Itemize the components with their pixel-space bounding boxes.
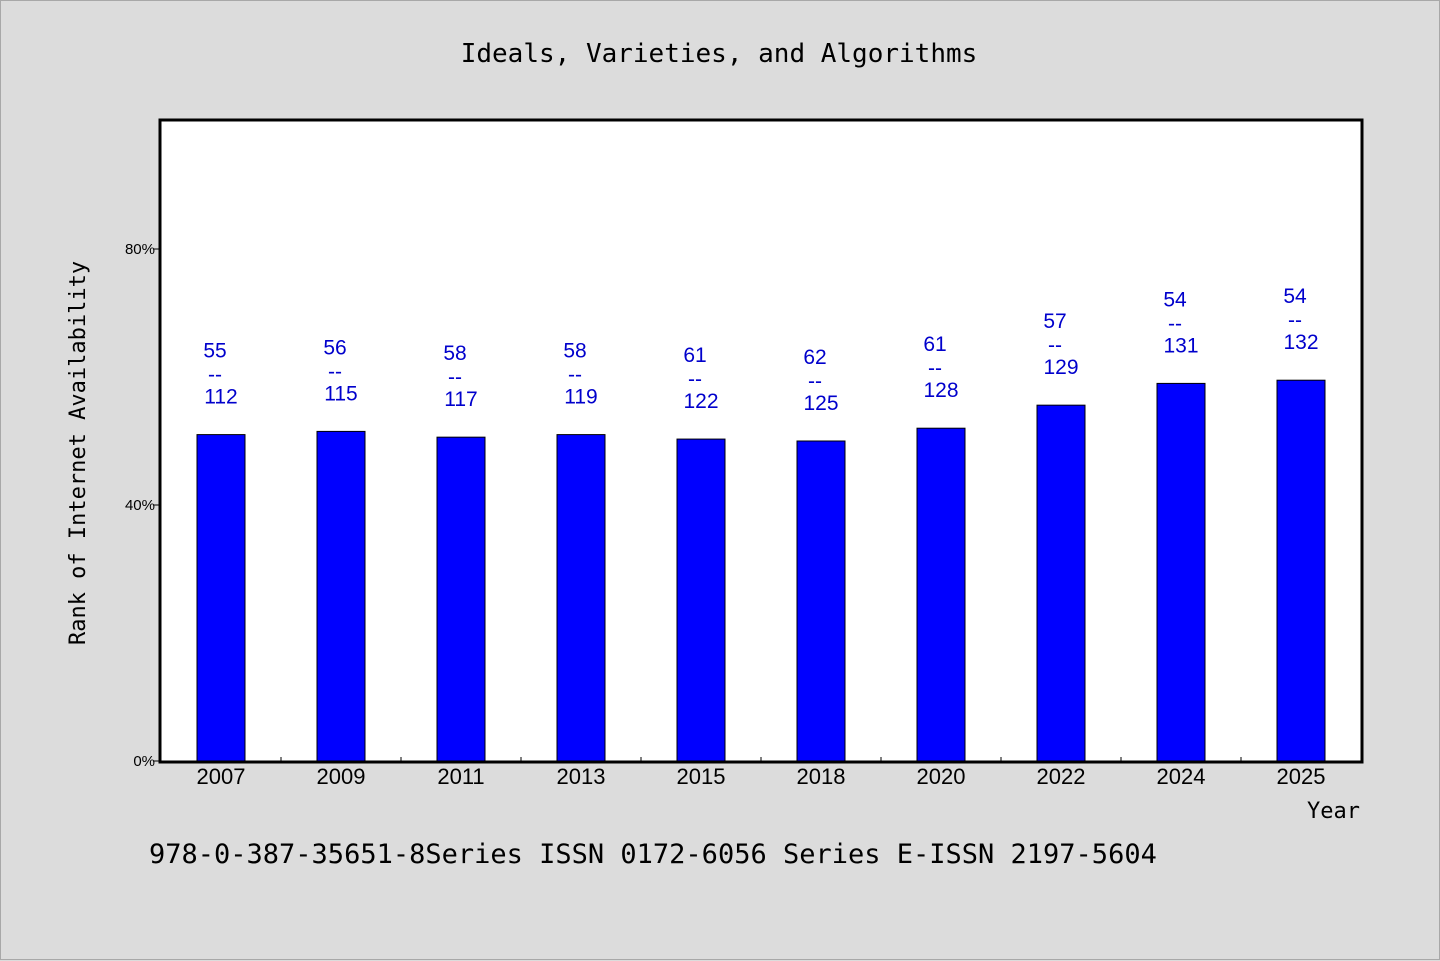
y-tick-label: 80% <box>125 241 155 258</box>
y-axis-title: Rank of Internet Availability <box>66 261 91 645</box>
data-label-separator: -- <box>808 370 822 393</box>
bar-2018 <box>796 440 846 762</box>
data-label-separator: -- <box>448 366 462 389</box>
data-labels-layer: 55--11256--11558--11758--11961--12262--1… <box>203 285 1318 415</box>
bar-2015 <box>676 438 726 762</box>
bars-layer <box>196 379 1326 762</box>
x-axis: 2007 2009 2011 2013 2015 2018 2020 2022 2024 2025 <box>197 757 1326 789</box>
x-tick-label: 2013 <box>557 764 606 789</box>
data-label-separator: -- <box>1288 309 1302 332</box>
data-label-bottom: 129 <box>1043 356 1078 379</box>
data-label-top: 61 <box>923 333 946 356</box>
y-tick-label: 0% <box>133 753 155 770</box>
data-label-bottom: 112 <box>204 386 237 409</box>
bar-2025 <box>1276 379 1326 762</box>
data-label-bottom: 132 <box>1283 331 1318 354</box>
data-label-bottom: 125 <box>803 392 838 415</box>
data-label-bottom: 117 <box>444 388 477 411</box>
bar-2022 <box>1036 404 1086 762</box>
data-label-top: 54 <box>1283 285 1307 308</box>
x-tick-label: 2024 <box>1157 764 1206 789</box>
x-tick-label: 2009 <box>317 764 366 789</box>
y-tick-label: 40% <box>125 497 155 514</box>
data-label-bottom: 115 <box>324 382 357 405</box>
data-label-bottom: 122 <box>683 390 718 413</box>
data-label-bottom: 119 <box>564 386 597 409</box>
data-label-bottom: 128 <box>923 379 958 402</box>
data-label-separator: -- <box>568 364 582 387</box>
data-label-separator: -- <box>688 368 702 391</box>
data-label-top: 55 <box>203 340 226 363</box>
bar-2020 <box>916 427 966 762</box>
data-label-separator: -- <box>928 357 942 380</box>
data-label-top: 61 <box>683 344 706 367</box>
isbn-footnote: 978-0-387-35651-8Series ISSN 0172-6056 S… <box>149 839 1157 870</box>
data-label-top: 58 <box>443 342 466 365</box>
x-tick-label: 2015 <box>677 764 726 789</box>
bar-2024 <box>1156 382 1206 762</box>
x-tick-label: 2022 <box>1037 764 1086 789</box>
data-label-separator: -- <box>1168 312 1182 335</box>
data-label-top: 54 <box>1163 288 1187 311</box>
y-axis: 0% 40% 80% <box>125 241 161 770</box>
chart-title: Ideals, Varieties, and Algorithms <box>461 39 978 69</box>
data-label-top: 58 <box>563 340 586 363</box>
data-label-separator: -- <box>208 364 222 387</box>
x-tick-label: 2007 <box>197 764 246 789</box>
data-label-top: 62 <box>803 346 826 369</box>
data-label-separator: -- <box>1048 334 1062 357</box>
data-label-top: 57 <box>1043 310 1066 333</box>
data-label-bottom: 131 <box>1163 334 1198 357</box>
bar-2011 <box>436 436 486 762</box>
x-tick-label: 2020 <box>917 764 966 789</box>
data-label-separator: -- <box>328 360 342 383</box>
x-tick-label: 2011 <box>437 764 484 789</box>
bar-2007 <box>196 434 246 762</box>
x-axis-title: Year <box>1307 799 1360 824</box>
x-tick-label: 2025 <box>1277 764 1326 789</box>
bar-2009 <box>316 430 366 762</box>
bar-2013 <box>556 434 606 762</box>
data-label-top: 56 <box>323 336 346 359</box>
x-tick-label: 2018 <box>797 764 846 789</box>
